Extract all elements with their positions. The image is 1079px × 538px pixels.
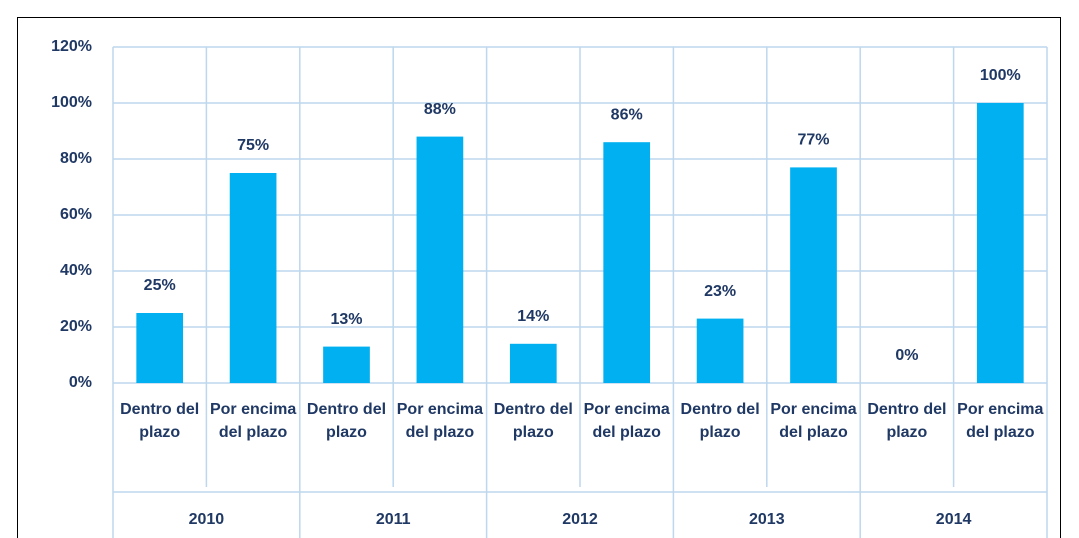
y-tick-label: 120% bbox=[51, 38, 92, 55]
x-tick-label: Dentro del plazo bbox=[867, 401, 947, 441]
x-tick-label: Por encima del plazo bbox=[209, 401, 297, 441]
x-tick-label: Dentro del plazo bbox=[120, 401, 200, 441]
x-tick-label: Por encima del plazo bbox=[770, 401, 857, 441]
group-label: 2011 bbox=[376, 511, 411, 528]
y-tick-label: 60% bbox=[60, 206, 92, 223]
x-tick-label: Dentro del plazo bbox=[680, 401, 760, 441]
x-tick-label: Dentro del plazo bbox=[306, 401, 387, 441]
bar bbox=[790, 167, 837, 383]
data-label: 86% bbox=[611, 106, 643, 123]
data-label: 14% bbox=[517, 308, 549, 325]
y-tick-label: 100% bbox=[51, 94, 92, 111]
bar bbox=[229, 173, 277, 383]
data-label: 100% bbox=[980, 67, 1021, 84]
frame bbox=[17, 17, 1061, 538]
bar bbox=[323, 346, 370, 383]
x-tick-label: Por encima del plazo bbox=[957, 401, 1044, 441]
data-label: 23% bbox=[704, 283, 736, 300]
data-label: 0% bbox=[895, 347, 918, 364]
bar bbox=[976, 103, 1024, 383]
data-label: 25% bbox=[144, 277, 176, 294]
data-label: 13% bbox=[330, 311, 362, 328]
bar bbox=[603, 142, 651, 383]
x-tick-label: Dentro del plazo bbox=[493, 401, 573, 441]
group-label: 2014 bbox=[936, 511, 972, 528]
data-label: 77% bbox=[797, 132, 829, 149]
y-tick-label: 40% bbox=[60, 262, 92, 279]
y-tick-label: 0% bbox=[69, 374, 92, 391]
x-tick-label: Por encima del plazo bbox=[583, 401, 670, 441]
group-label: 2013 bbox=[749, 511, 785, 528]
data-label: 88% bbox=[424, 101, 456, 118]
bar bbox=[509, 343, 557, 383]
y-tick-label: 80% bbox=[60, 150, 92, 167]
y-tick-label: 20% bbox=[60, 318, 92, 335]
data-label: 75% bbox=[237, 137, 269, 154]
group-label: 2010 bbox=[189, 511, 225, 528]
group-label: 2012 bbox=[562, 511, 598, 528]
bar bbox=[136, 313, 184, 383]
bar bbox=[416, 136, 464, 383]
x-tick-label: Por encima del plazo bbox=[396, 401, 484, 441]
bar bbox=[696, 318, 744, 383]
